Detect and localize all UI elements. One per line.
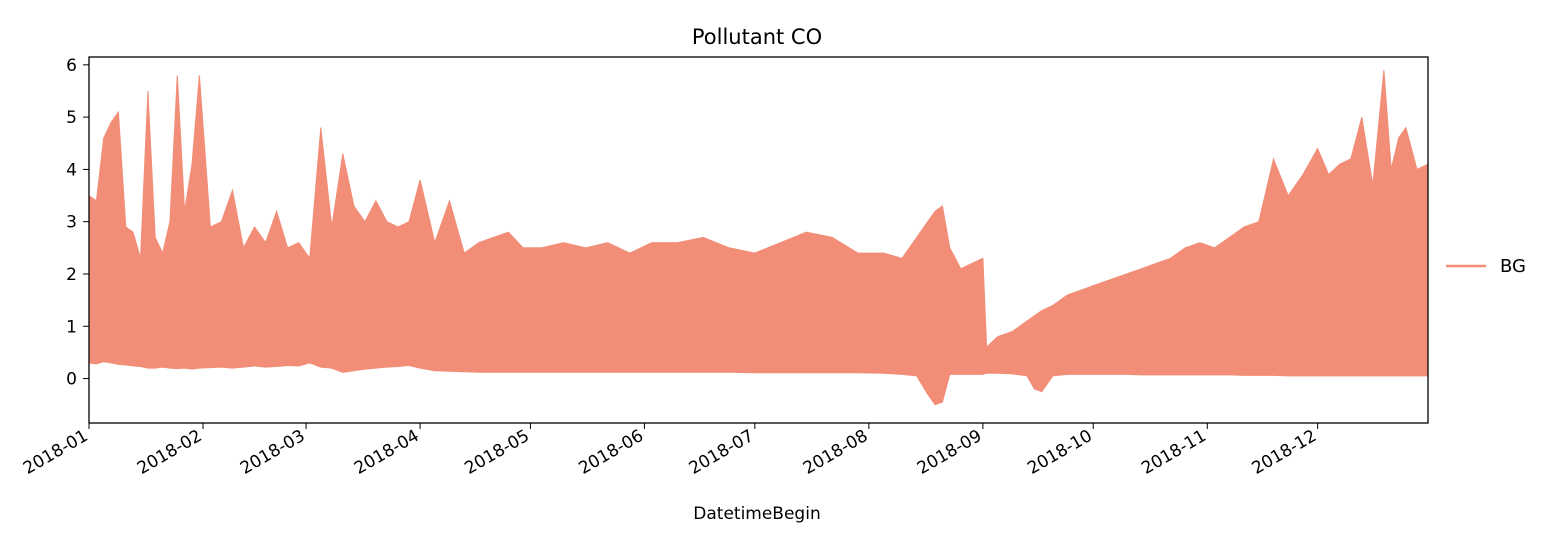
legend-label: BG <box>1500 256 1526 277</box>
y-tick-label: 2 <box>66 265 77 285</box>
x-tick-label: 2018-09 <box>914 426 986 479</box>
x-tick-label: 2018-12 <box>1249 426 1321 479</box>
plot-frame <box>88 56 1429 424</box>
plot-area <box>88 70 1429 406</box>
y-tick-label: 4 <box>66 160 77 180</box>
x-axis-label: DatetimeBegin <box>693 504 820 524</box>
chart-title: Pollutant CO <box>692 25 822 49</box>
y-axis: 0 1 2 3 4 5 6 <box>66 56 89 390</box>
y-tick-label: 3 <box>66 213 77 233</box>
x-tick-label: 2018-05 <box>461 426 533 479</box>
x-tick-label: 2018-01 <box>20 426 92 479</box>
y-tick-label: 6 <box>66 56 77 76</box>
x-tick-label: 2018-03 <box>237 426 309 479</box>
series-area-BG <box>88 70 1429 406</box>
x-tick-label: 2018-07 <box>686 426 758 479</box>
x-tick-label: 2018-08 <box>800 426 872 479</box>
x-tick-label: 2018-11 <box>1138 426 1210 479</box>
x-tick-label: 2018-10 <box>1024 426 1096 479</box>
y-tick-label: 5 <box>66 108 77 128</box>
x-tick-label: 2018-02 <box>134 426 206 479</box>
x-tick-label: 2018-06 <box>575 426 647 479</box>
x-axis: 2018-01 2018-02 2018-03 2018-04 2018-05 2018-… <box>20 423 1320 479</box>
y-tick-label: 0 <box>66 370 77 390</box>
y-tick-label: 1 <box>66 317 77 337</box>
x-tick-label: 2018-04 <box>351 426 423 479</box>
legend: BG <box>1446 256 1526 277</box>
